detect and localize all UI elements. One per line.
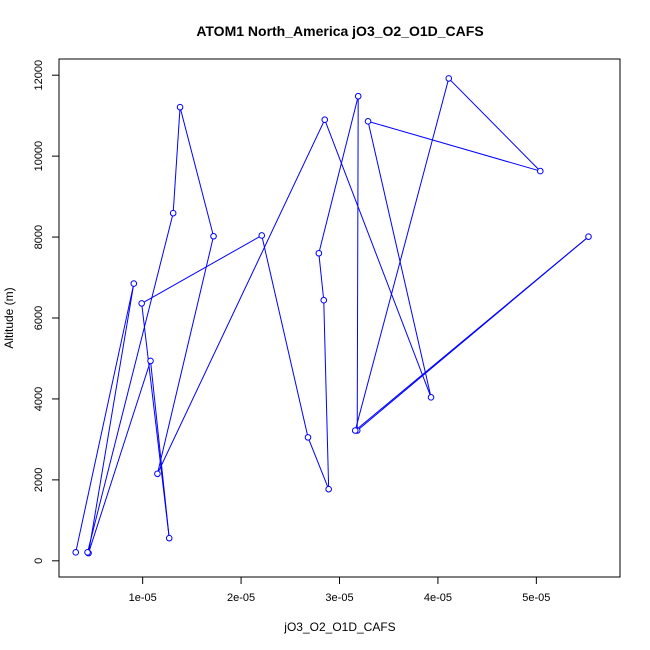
series-line-segment	[75, 286, 134, 550]
data-point	[138, 300, 145, 307]
data-point	[427, 394, 435, 401]
y-tick-label: 12000	[33, 60, 45, 91]
y-tick-label: 8000	[33, 225, 45, 249]
y-axis-label: Altitude (m)	[2, 287, 16, 348]
data-point	[210, 232, 217, 240]
series-line-segment	[157, 238, 214, 472]
series-line-segment	[325, 122, 431, 395]
x-tick-label: 2e-05	[227, 592, 255, 604]
series-line-segment	[141, 306, 170, 536]
series-line-segment	[143, 236, 260, 303]
data-point	[445, 75, 453, 82]
data-point	[325, 485, 332, 493]
series-line-segment	[357, 238, 587, 430]
x-tick-label: 1e-05	[129, 592, 157, 604]
data-point	[72, 549, 80, 556]
x-axis-label: jO3_O2_O1D_CAFS	[283, 620, 395, 634]
plot-area	[72, 75, 592, 557]
chart-title: ATOM1 North_America jO3_O2_O1D_CAFS	[196, 23, 483, 39]
y-tick-label: 0	[33, 558, 45, 564]
series-line-segment	[323, 302, 330, 487]
x-tick-label: 5e-05	[522, 592, 550, 604]
data-point	[351, 427, 359, 434]
series-line-segment	[368, 123, 431, 395]
series-line-segment	[308, 439, 329, 487]
data-point	[84, 549, 91, 556]
series-line-segment	[370, 121, 538, 171]
series-line-segment	[88, 286, 134, 551]
series-line-segment	[172, 109, 181, 211]
data-point	[304, 434, 312, 441]
data-point	[165, 534, 173, 542]
series-line-segment	[87, 215, 173, 550]
series-line-segment	[158, 122, 324, 472]
x-tick-label: 3e-05	[325, 592, 353, 604]
data-point	[364, 118, 372, 125]
data-point	[354, 92, 362, 100]
data-point	[585, 233, 592, 240]
data-point	[321, 116, 329, 124]
series-line-segment	[88, 363, 151, 551]
series-line-segment	[261, 238, 308, 435]
series-line-segment	[355, 81, 449, 428]
data-point	[258, 232, 266, 239]
series-line-segment	[356, 99, 359, 428]
series-line-segment	[450, 80, 539, 170]
data-point	[147, 357, 154, 365]
data-point	[320, 296, 328, 304]
y-axis: 0 2000 4000 6000 8000 10000 12000	[33, 60, 59, 564]
data-point	[169, 209, 177, 217]
data-point	[536, 167, 544, 175]
data-point	[130, 280, 138, 287]
data-point	[315, 249, 323, 257]
data-point	[176, 103, 184, 111]
x-tick-label: 4e-05	[424, 592, 452, 604]
y-tick-label: 10000	[33, 141, 45, 172]
y-tick-label: 2000	[33, 468, 45, 492]
y-tick-label: 6000	[33, 306, 45, 330]
x-axis: 1e-05 2e-05 3e-05 4e-05 5e-05	[129, 577, 550, 604]
series-line-segment	[319, 98, 359, 251]
series-line-segment	[318, 255, 324, 298]
series-line-segment	[180, 109, 214, 234]
y-tick-label: 4000	[33, 387, 45, 411]
data-point	[154, 470, 161, 478]
